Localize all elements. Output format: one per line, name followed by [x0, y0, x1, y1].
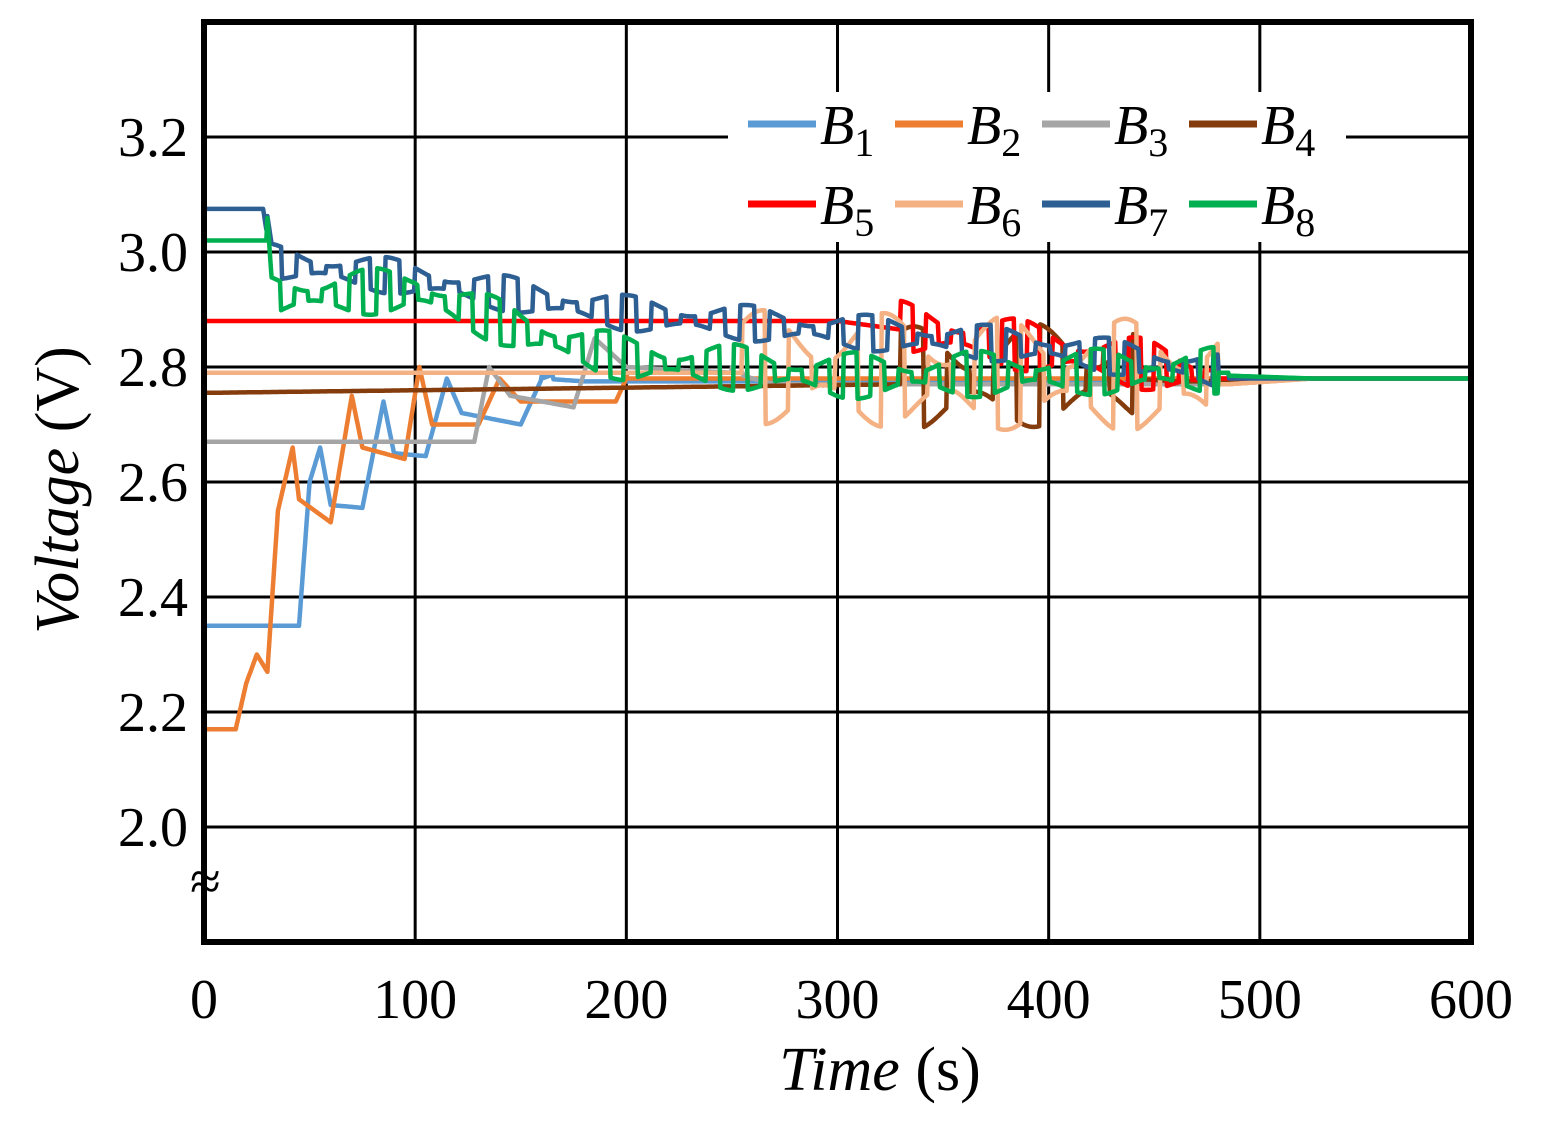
- y-axis-title-unit: (V): [24, 346, 92, 448]
- legend: B1 B2 B3 B4 B5 B6 B7 B8: [748, 95, 1315, 245]
- legend-label-b3: B3: [1114, 95, 1168, 165]
- x-tick-label: 400: [1007, 969, 1091, 1031]
- y-tick-label: 3.2: [118, 107, 188, 169]
- x-axis-title-unit: (s): [900, 1036, 981, 1104]
- axis-break-mark: ≈: [190, 851, 221, 913]
- legend-label-b7: B7: [1114, 175, 1168, 245]
- x-tick-label: 0: [190, 969, 218, 1031]
- y-axis-title-italic: Voltage: [24, 448, 92, 634]
- y-tick-label: 3.0: [118, 222, 188, 284]
- y-tick-label: 2.6: [118, 452, 188, 514]
- series-line-b8: [202, 215, 1473, 402]
- x-tick-label: 100: [373, 969, 457, 1031]
- x-axis-title: Time (s): [779, 1036, 981, 1104]
- y-tick-label: 2.0: [118, 797, 188, 859]
- legend-label-b1: B1: [820, 95, 874, 165]
- plot-frame: [201, 19, 1474, 945]
- y-tick-label: 2.8: [118, 337, 188, 399]
- legend-label-b5: B5: [820, 175, 874, 245]
- x-tick-label: 200: [584, 969, 668, 1031]
- x-tick-labels: 0 100 200 300 400 500 600: [190, 969, 1513, 1031]
- legend-label-b8: B8: [1261, 175, 1315, 245]
- legend-label-b2: B2: [967, 95, 1021, 165]
- x-tick-label: 600: [1429, 969, 1513, 1031]
- y-tick-labels: 2.0 2.2 2.4 2.6 2.8 3.0 3.2: [118, 107, 188, 859]
- series-group: [202, 206, 1473, 732]
- x-tick-label: 300: [796, 969, 880, 1031]
- series-line-b6: [202, 307, 1473, 433]
- x-tick-label: 500: [1218, 969, 1302, 1031]
- legend-background: [728, 92, 1346, 242]
- y-tick-label: 2.2: [118, 682, 188, 744]
- legend-label-b6: B6: [967, 175, 1021, 245]
- legend-label-b4: B4: [1261, 95, 1315, 165]
- y-axis-title: Voltage (V): [24, 346, 92, 634]
- x-axis-title-italic: Time: [779, 1036, 900, 1104]
- y-tick-label: 2.4: [118, 567, 188, 629]
